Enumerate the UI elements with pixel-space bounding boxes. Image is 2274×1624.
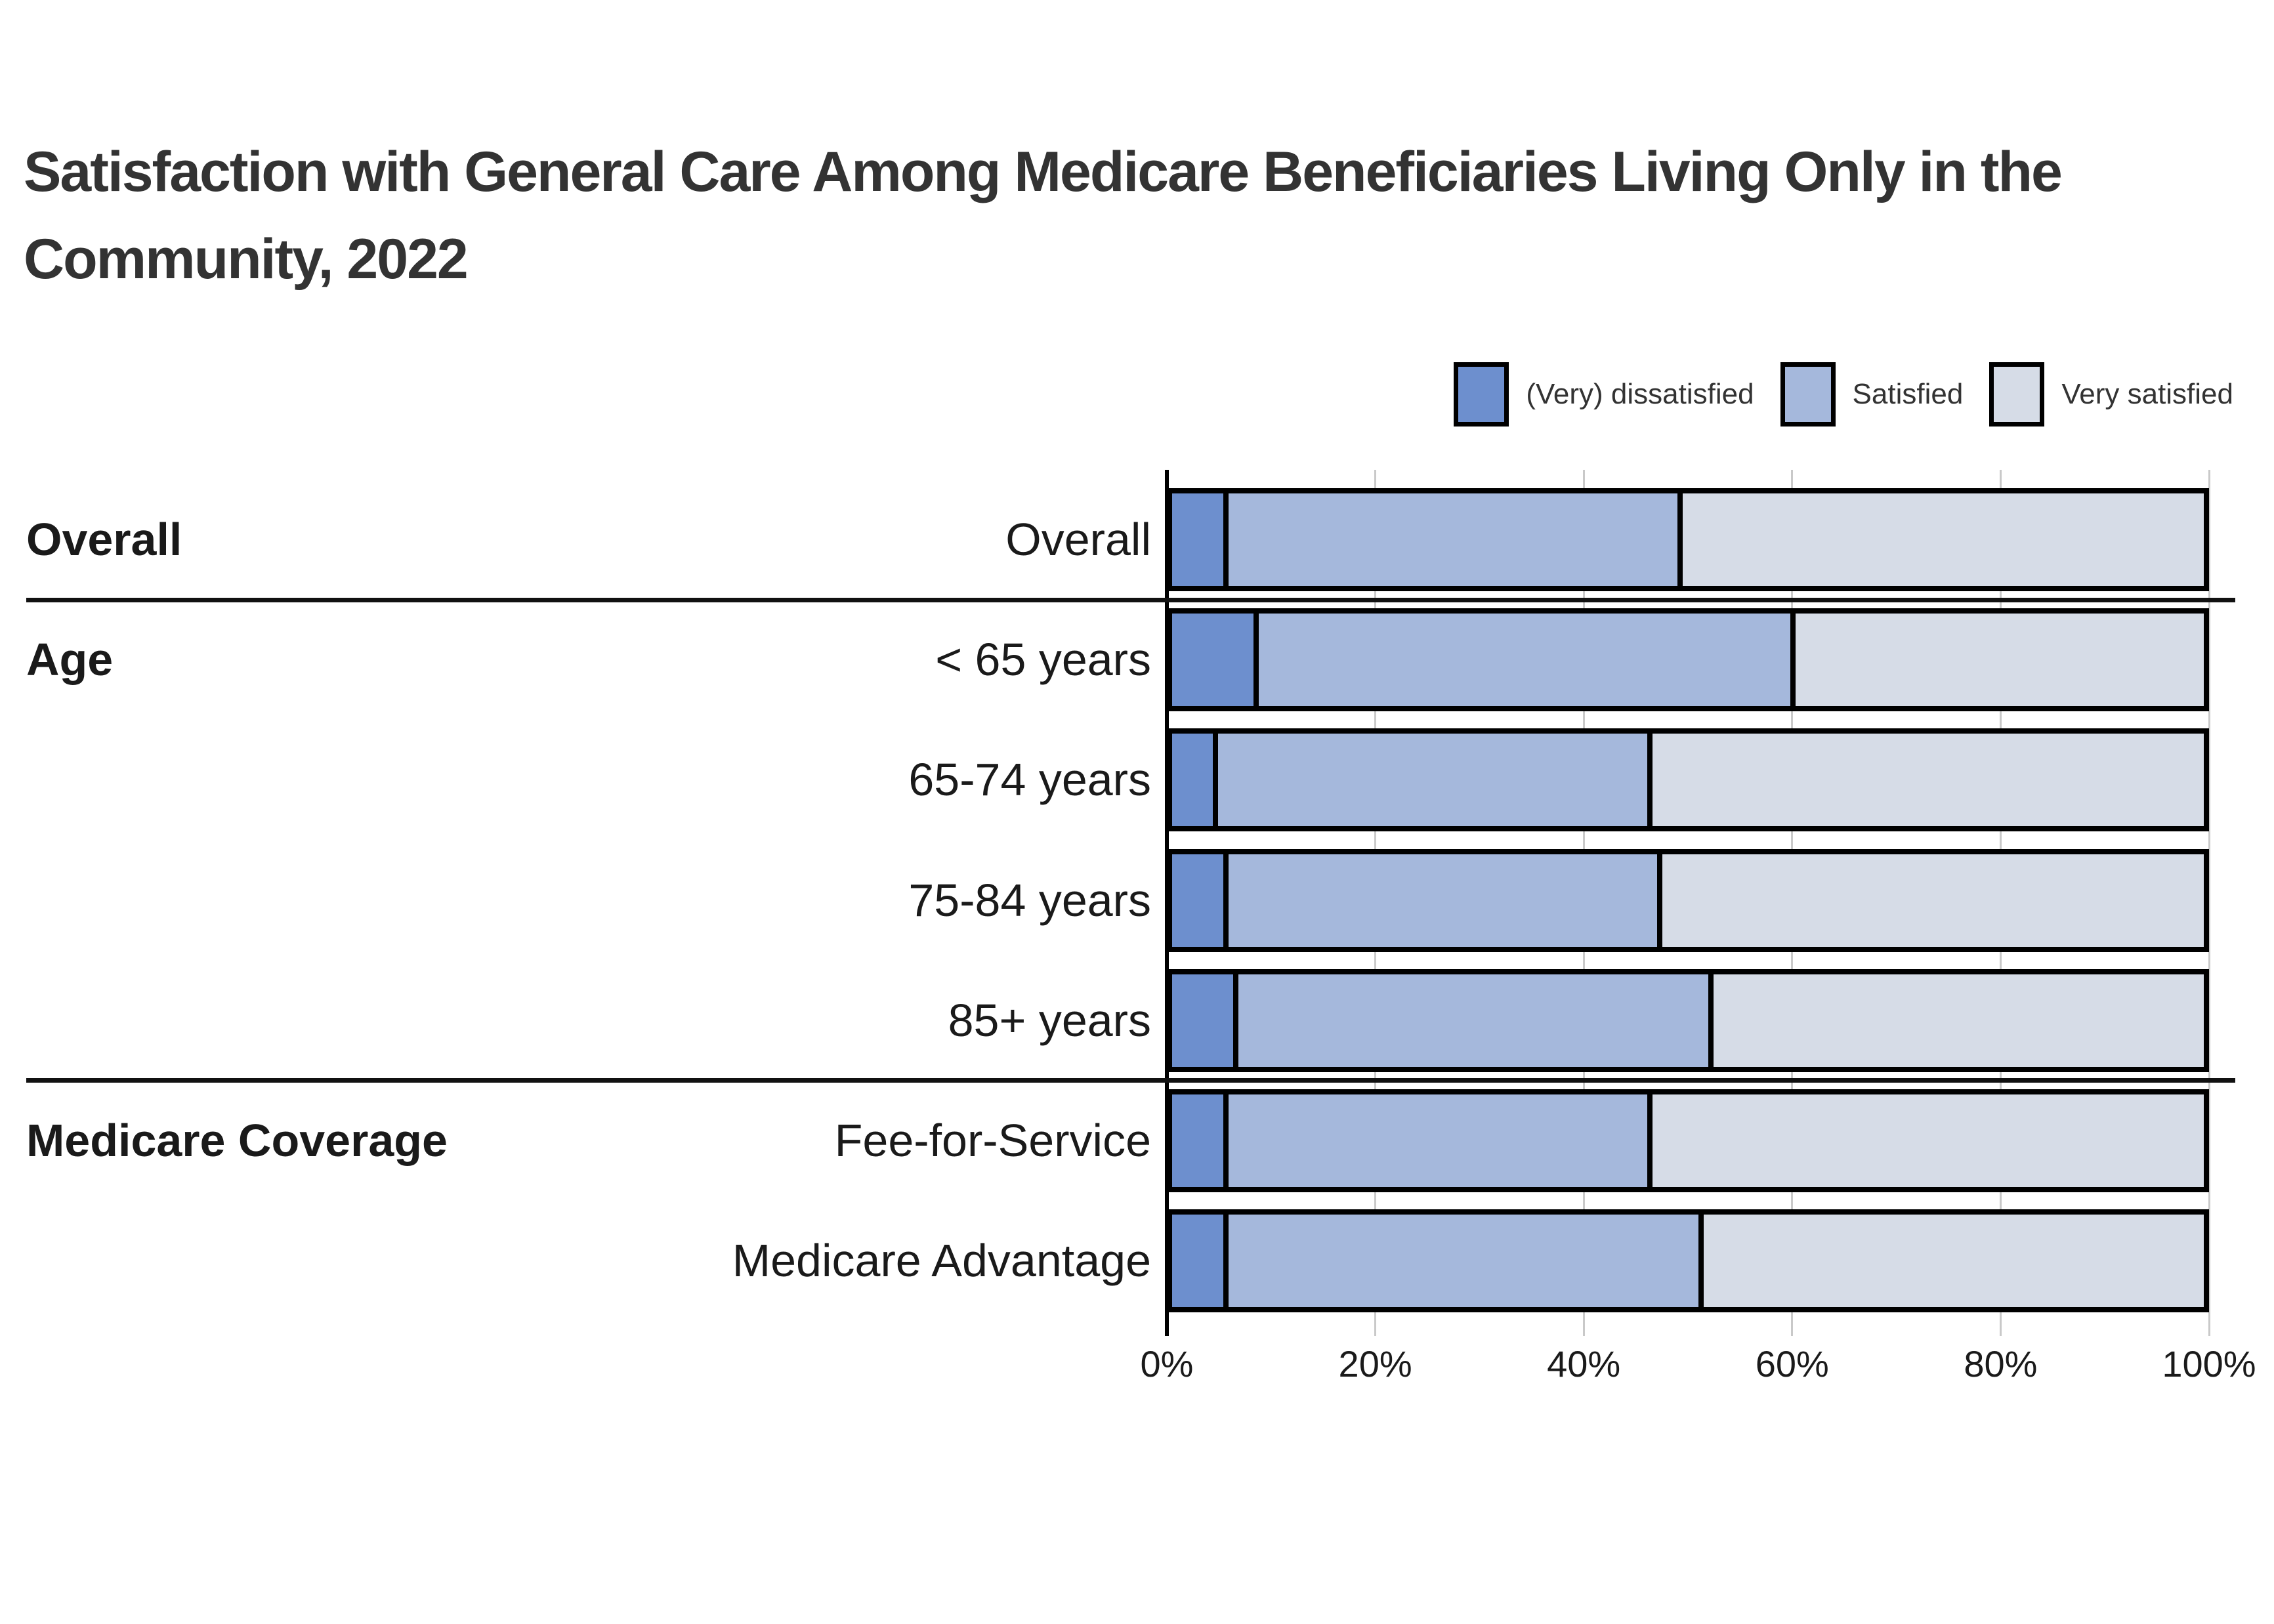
group-separator [26,1078,2235,1083]
bar-segment-very-satisfied [1677,493,2204,586]
group-separator [26,597,2235,602]
bar-segment-very-dissatisfied [1172,974,1234,1067]
bar-segment-very-dissatisfied [1172,734,1213,827]
legend-label: (Very) dissatisfied [1526,378,1754,410]
bar-segment-very-satisfied [1657,854,2204,947]
bar-segment-very-dissatisfied [1172,614,1254,707]
group-label-medicare-coverage: Medicare Coverage [26,1114,448,1166]
bar-segment-very-dissatisfied [1172,854,1223,947]
row-label-overall: Overall [1005,514,1151,565]
bar-segment-satisfied [1253,614,1790,707]
bar-segment-very-satisfied [1708,974,2204,1067]
bar-segment-very-satisfied [1790,614,2204,707]
x-tick-label-80: 80% [1964,1343,2038,1385]
bar-segment-very-dissatisfied [1172,493,1223,586]
bar-segment-very-satisfied [1647,1094,2204,1187]
chart-title: Satisfaction with General Care Among Med… [24,140,2063,291]
x-tick-label-40: 40% [1547,1343,1621,1385]
bar-segment-satisfied [1213,734,1647,827]
bar-row-65-74-years [1167,728,2209,832]
bar-segment-satisfied [1223,854,1658,947]
x-tick-label-100: 100% [2162,1343,2256,1385]
bar-row-75-84-years [1167,848,2209,952]
gridline-100 [2208,470,2210,1336]
row-label-fee-for-service: Fee-for-Service [834,1114,1151,1166]
bar-row-overall [1167,488,2209,591]
group-label-overall: Overall [26,514,182,565]
bar-segment-very-dissatisfied [1172,1215,1223,1308]
bar-segment-very-satisfied [1698,1215,2204,1308]
bar-segment-satisfied [1223,1094,1647,1187]
x-tick-label-60: 60% [1755,1343,1829,1385]
group-label-age: Age [26,634,114,686]
chart-legend: (Very) dissatisfied Satisfied Very satisfi… [1454,362,2233,427]
bar-segment-very-dissatisfied [1172,1094,1223,1187]
legend-item-satisfied: Satisfied [1780,362,1964,427]
legend-label: Satisfied [1852,378,1964,410]
row-label-medicare-advantage: Medicare Advantage [732,1235,1151,1287]
x-tick-label-0: 0% [1140,1343,1194,1385]
bar-row-65-years [1167,608,2209,712]
row-label-85-years: 85+ years [948,994,1151,1046]
bar-row-85-years [1167,968,2209,1072]
bar-row-medicare-advantage [1167,1209,2209,1313]
bar-row-fee-for-service [1167,1089,2209,1192]
legend-label: Very satisfied [2061,378,2233,410]
bar-segment-satisfied [1233,974,1709,1067]
legend-swatch-very-satisfied [1989,362,2045,427]
row-label-65-74-years: 65-74 years [908,754,1151,806]
legend-item-very-satisfied: Very satisfied [1989,362,2233,427]
bar-segment-very-satisfied [1647,734,2204,827]
legend-swatch-satisfied [1780,362,1836,427]
legend-swatch-very-dissatisfied [1454,362,1509,427]
bar-segment-satisfied [1223,493,1678,586]
x-tick-label-20: 20% [1338,1343,1412,1385]
bar-segment-satisfied [1223,1215,1698,1308]
row-label-65-years: < 65 years [935,634,1151,686]
legend-item-very-dissatisfied: (Very) dissatisfied [1454,362,1754,427]
row-label-75-84-years: 75-84 years [908,874,1151,926]
